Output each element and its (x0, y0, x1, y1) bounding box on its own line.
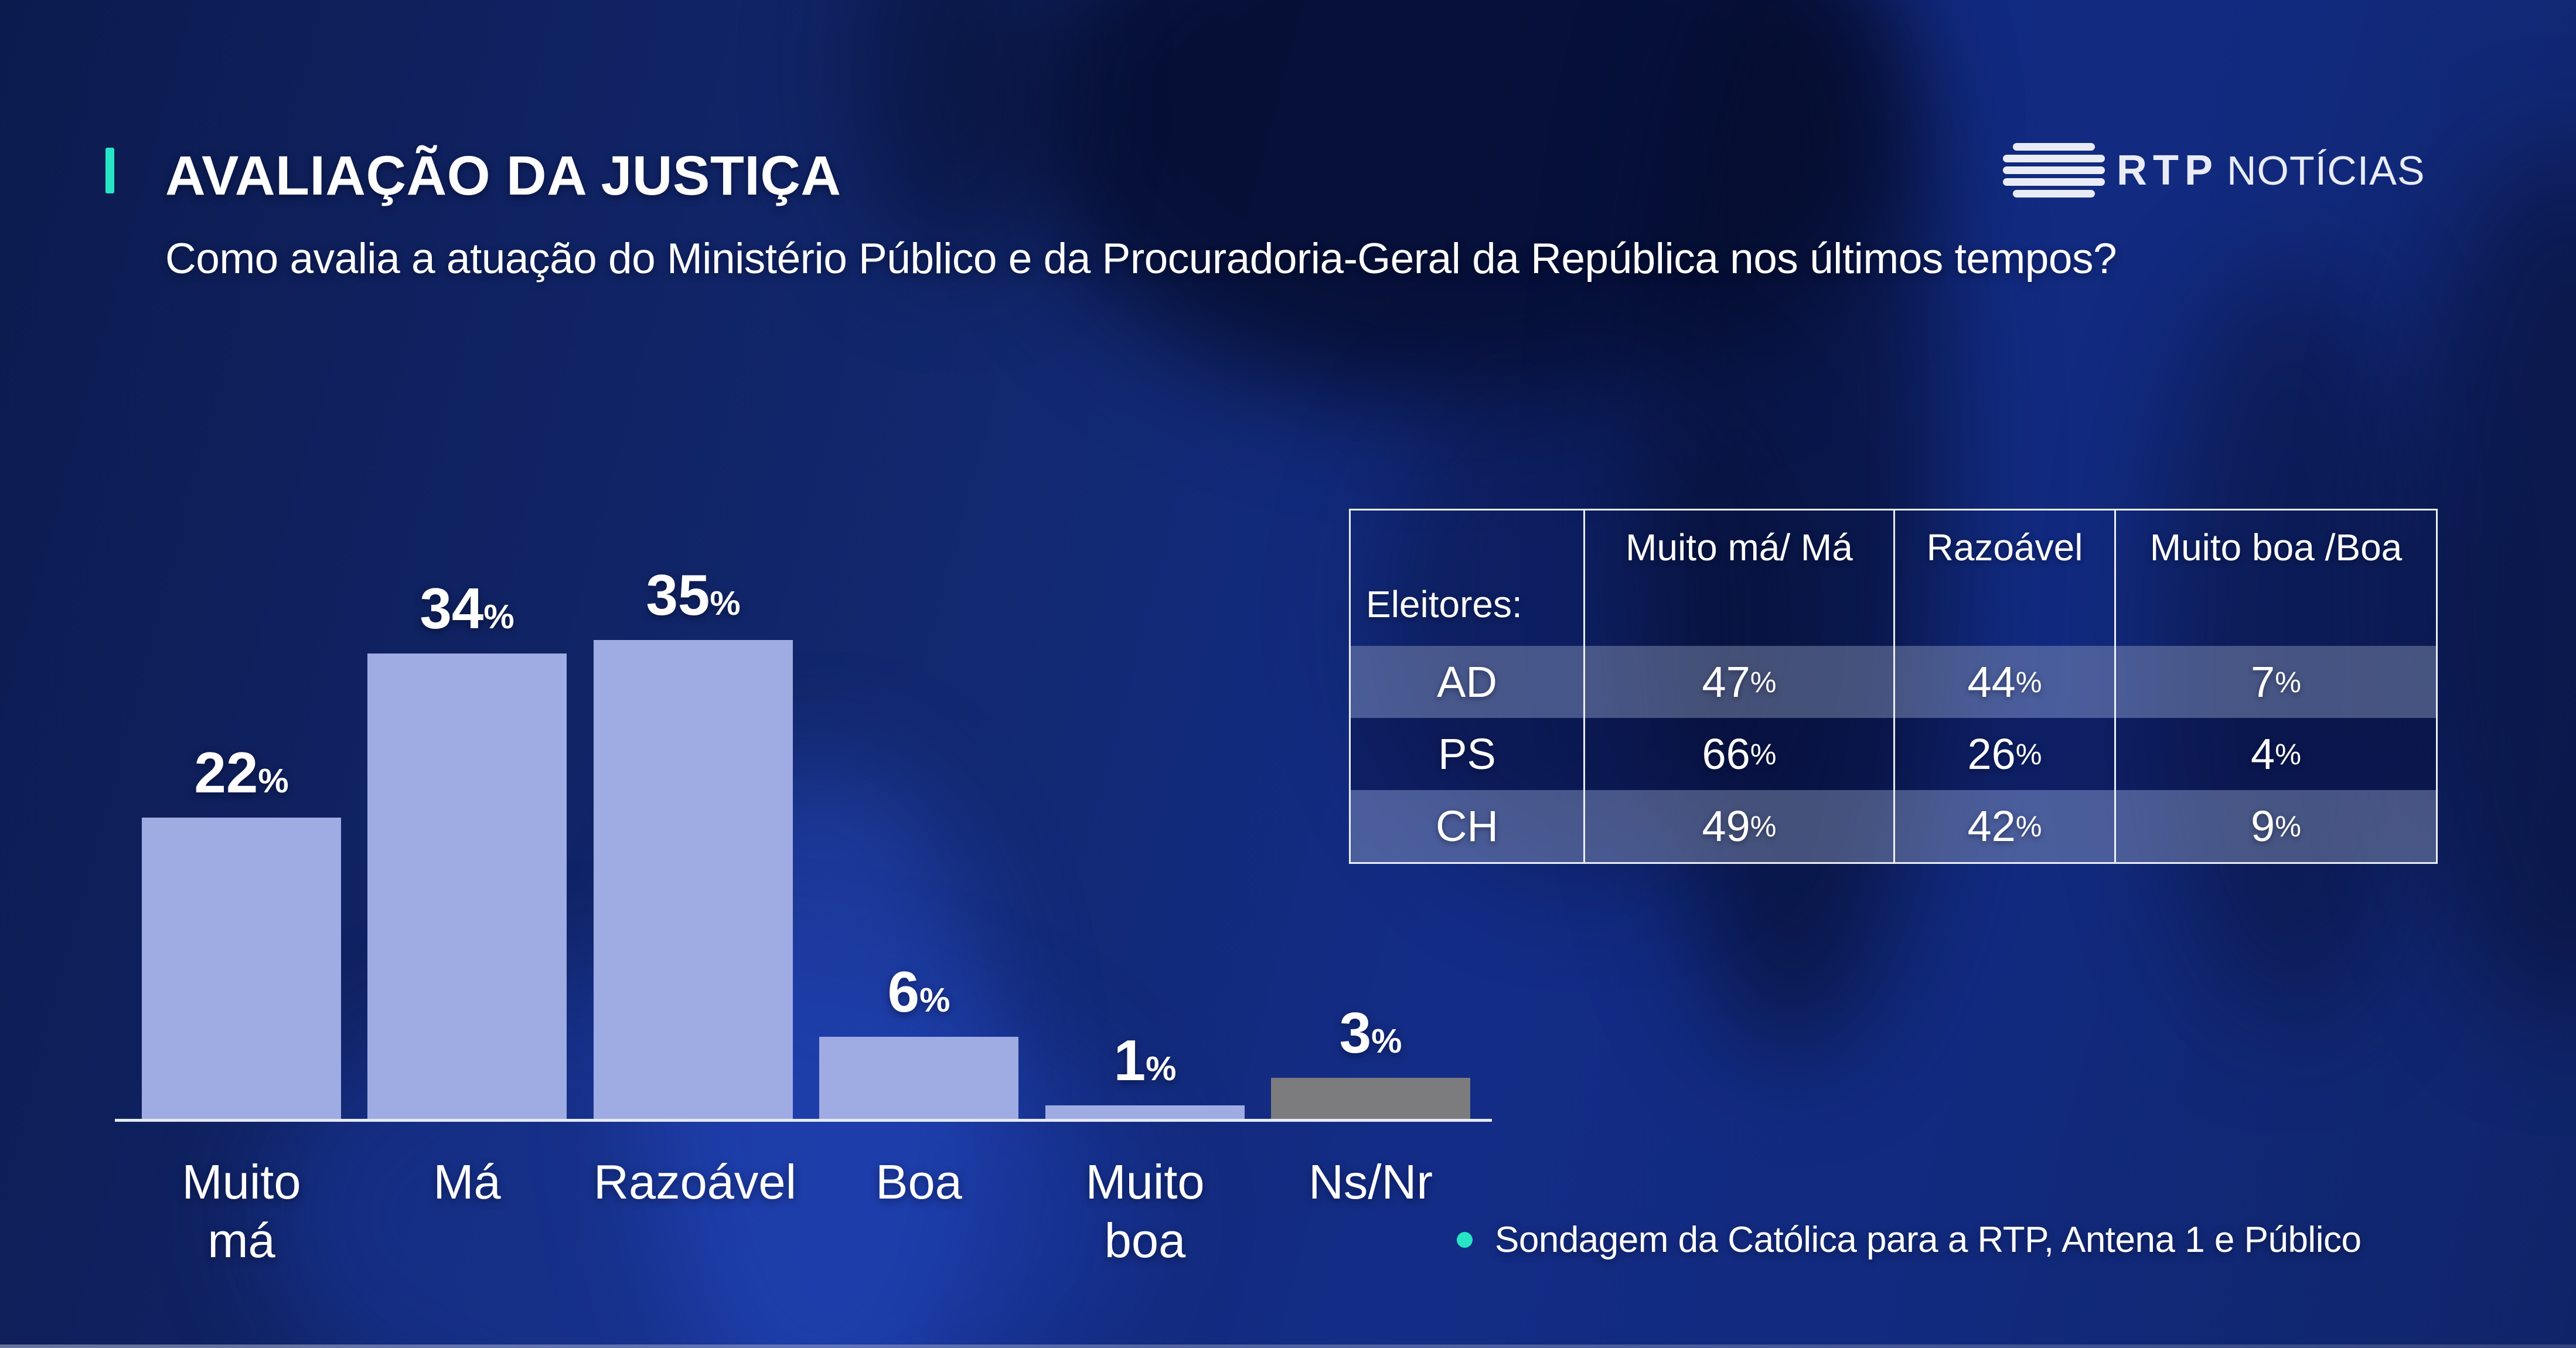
table-column-header: Razoável (1893, 510, 2114, 646)
table-value: 4% (2114, 718, 2436, 790)
bar-category-label: Muito má (182, 1155, 301, 1268)
table-value: 26% (1893, 718, 2114, 790)
logo-brand-text: RTP (2117, 147, 2219, 194)
table-column-header: Muito má/ Má (1583, 510, 1893, 646)
table-value: 49% (1583, 790, 1893, 862)
bar-category-label: Muito boa (1085, 1155, 1205, 1268)
rtp-noticias-logo: RTP NOTÍCIAS (2003, 143, 2425, 198)
bar-muito-m- (142, 818, 341, 1119)
table-value: 42% (1893, 790, 2114, 862)
bar-category-label: Razoável (594, 1155, 797, 1209)
background-blob (856, 0, 1055, 264)
title-accent-bar (105, 148, 114, 193)
bar-category-label: Ns/Nr (1308, 1155, 1433, 1209)
table-value: 7% (2114, 646, 2436, 718)
breakdown-table: Eleitores: Muito má/ Má Razoável Muito b… (1349, 509, 2438, 864)
bar-value-label: 1% (1113, 1028, 1177, 1092)
party-label: CH (1351, 790, 1583, 862)
bar-muito-boa (1045, 1105, 1245, 1119)
table-value: 44% (1893, 646, 2114, 718)
bullet-dot-icon (1457, 1232, 1473, 1248)
rtp-logo-icon (2003, 143, 2105, 198)
table-value: 47% (1583, 646, 1893, 718)
question-subtitle: Como avalia a atuação do Ministério Públ… (165, 235, 2117, 282)
table-value: 9% (2114, 790, 2436, 862)
bar-value-label: 35% (646, 563, 741, 627)
bar-category-label: Má (433, 1155, 501, 1209)
page-title: AVALIAÇÃO DA JUSTIÇA (165, 145, 841, 207)
background-blob (2156, 264, 2426, 1026)
bar-value-label: 34% (420, 576, 514, 641)
bar-ns-nr (1271, 1078, 1470, 1119)
bar-boa (819, 1037, 1018, 1119)
table-value: 66% (1583, 718, 1893, 790)
bar-value-label: 3% (1339, 1000, 1402, 1065)
logo-section-text: NOTÍCIAS (2227, 147, 2425, 193)
bar-value-label: 22% (194, 740, 289, 805)
background-blob (1377, 352, 1787, 879)
bar-category-label: Boa (875, 1155, 962, 1209)
bar-m- (367, 653, 567, 1119)
party-label: PS (1351, 718, 1583, 790)
party-label: AD (1351, 646, 1583, 718)
table-row-header: Eleitores: (1366, 583, 1522, 625)
source-text: Sondagem da Católica para a RTP, Antena … (1495, 1220, 2362, 1260)
bottom-edge-strip (0, 1344, 2576, 1348)
bar-chart: 22% Muito má 34% Má 35% Razoável 6% Boa 1% Muito bo… (115, 566, 1492, 1268)
table-column-header: Muito boa /Boa (2114, 510, 2436, 646)
bar-razo-vel (594, 640, 793, 1119)
source-note: Sondagem da Católica para a RTP, Antena … (1457, 1219, 2362, 1261)
bar-value-label: 6% (887, 959, 950, 1024)
